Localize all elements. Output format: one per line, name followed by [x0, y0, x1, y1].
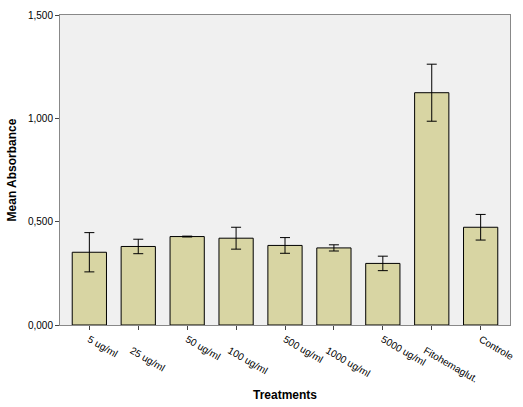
svg-text:500 ug/ml: 500 ug/ml	[282, 334, 326, 365]
svg-text:1,500: 1,500	[28, 10, 53, 21]
svg-text:0,500: 0,500	[28, 216, 53, 227]
svg-text:Controle: Controle	[477, 334, 516, 363]
svg-text:50 ug/ml: 50 ug/ml	[184, 334, 223, 363]
svg-text:0,000: 0,000	[28, 320, 53, 331]
svg-text:5 ug/ml: 5 ug/ml	[86, 334, 120, 360]
svg-text:25 ug/ml: 25 ug/ml	[128, 345, 167, 374]
svg-text:1000 ug/ml: 1000 ug/ml	[324, 345, 372, 379]
svg-text:1,000: 1,000	[28, 113, 53, 124]
svg-text:5000 ug/ml: 5000 ug/ml	[379, 334, 427, 368]
svg-text:Mean Absorbance: Mean Absorbance	[5, 118, 19, 221]
svg-text:Treatments: Treatments	[253, 388, 317, 402]
svg-text:100 ug/ml: 100 ug/ml	[226, 345, 270, 376]
svg-text:Fitohemaglut.: Fitohemaglut.	[422, 345, 480, 385]
